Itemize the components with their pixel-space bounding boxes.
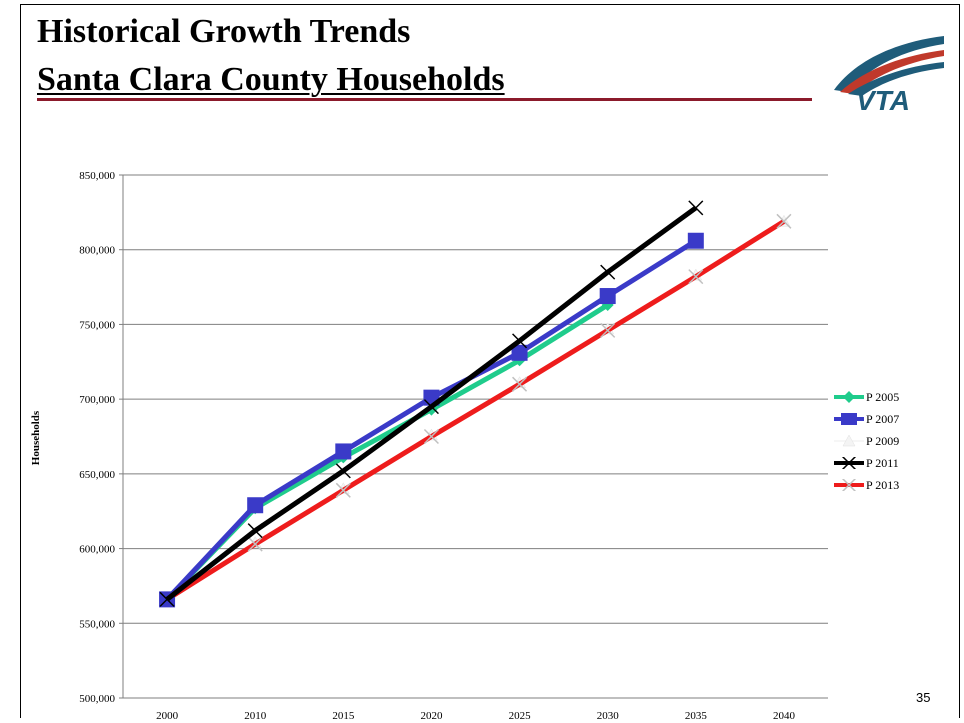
x-tick-label: 2030 (597, 710, 620, 722)
data-point (423, 428, 439, 445)
y-tick-label: 500,000 (79, 693, 115, 705)
data-point (600, 322, 616, 338)
legend-label: P 2007 (866, 411, 900, 426)
data-point (159, 591, 175, 607)
legend-label: P 2005 (866, 389, 900, 404)
series-p-2011 (159, 200, 704, 607)
data-point (512, 376, 528, 392)
x-tick-label: 2025 (509, 710, 532, 722)
x-tick-label: 2020 (420, 710, 443, 722)
slide-frame (20, 4, 960, 718)
data-point (335, 443, 352, 460)
x-tick-label: 2035 (685, 710, 708, 722)
data-point (688, 200, 704, 216)
y-tick-label: 600,000 (79, 544, 115, 556)
data-point (776, 213, 792, 229)
y-tick-label: 550,000 (79, 618, 115, 630)
data-point (688, 269, 704, 285)
data-point (599, 288, 616, 305)
legend-entry: P 2005 (834, 386, 959, 408)
legend-swatch (834, 479, 864, 491)
data-point (842, 435, 856, 447)
data-point (841, 479, 857, 491)
slide-subtitle: Santa Clara County Households (37, 61, 505, 98)
y-tick-label: 800,000 (79, 245, 115, 257)
legend-swatch (834, 435, 864, 447)
y-tick-label: 700,000 (79, 394, 115, 406)
series-p-2007 (159, 232, 704, 608)
title-rule (37, 98, 812, 101)
legend-entry: P 2013 (834, 474, 959, 496)
legend-entry: P 2011 (834, 452, 959, 474)
series-p-2013 (159, 213, 792, 607)
data-point (843, 391, 855, 403)
logo-swoosh-red (840, 50, 944, 94)
chart-legend: P 2005 P 2007 P 2009 P 2011 P 2013 (834, 386, 959, 496)
page-number: 35 (916, 690, 931, 705)
logo-wordmark: VTA (856, 85, 910, 114)
data-point (423, 399, 439, 415)
data-point (600, 264, 616, 280)
data-point (247, 497, 264, 514)
legend-swatch (834, 391, 864, 403)
data-point (841, 457, 857, 469)
data-point (335, 482, 351, 498)
legend-label: P 2009 (866, 433, 900, 448)
x-tick-label: 2000 (156, 710, 179, 722)
x-tick-label: 2010 (244, 710, 267, 722)
vta-logo: VTA (834, 36, 944, 114)
data-point (247, 536, 263, 552)
data-point (247, 523, 263, 539)
legend-label: P 2013 (866, 477, 900, 492)
series-line (165, 238, 698, 602)
slide-title: Historical Growth Trends (37, 13, 411, 50)
y-tick-label: 750,000 (79, 319, 115, 331)
y-axis-label: Households (30, 410, 42, 465)
data-point (687, 232, 704, 249)
series-line (165, 205, 698, 602)
logo-swoosh-teal-2 (848, 62, 944, 96)
y-tick-label: 650,000 (79, 469, 115, 481)
series-line (165, 219, 786, 602)
legend-entry: P 2009 (834, 430, 959, 452)
legend-swatch (834, 457, 864, 469)
data-point (512, 333, 528, 349)
legend-label: P 2011 (866, 455, 899, 470)
x-tick-label: 2040 (773, 710, 796, 722)
legend-swatch (834, 413, 864, 425)
data-point (335, 463, 351, 479)
data-point (841, 413, 857, 425)
y-tick-label: 850,000 (79, 170, 115, 182)
x-tick-label: 2015 (332, 710, 355, 722)
data-point (511, 344, 528, 361)
legend-entry: P 2007 (834, 408, 959, 430)
